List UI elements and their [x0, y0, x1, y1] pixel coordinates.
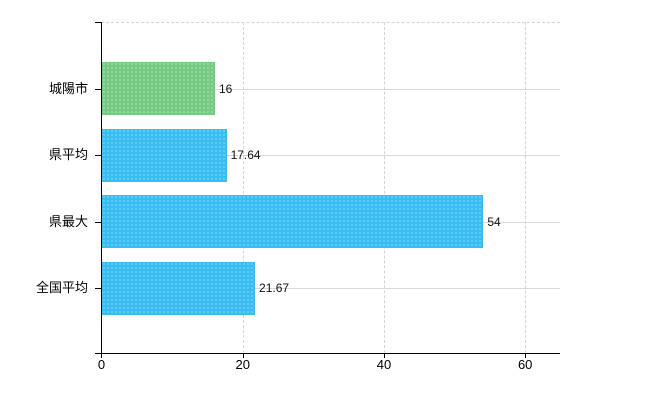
x-tick-label: 60	[517, 357, 533, 372]
x-tick-label: 0	[97, 357, 106, 372]
y-axis-tick	[95, 155, 101, 156]
category-label: 全国平均	[35, 280, 88, 295]
x-gridline	[525, 22, 527, 353]
y-axis-top-tick	[95, 22, 101, 23]
x-tick-label: 40	[376, 357, 392, 372]
x-tick-label: 20	[235, 357, 250, 372]
y-axis	[101, 22, 102, 358]
x-gridline	[242, 22, 244, 353]
bar[interactable]	[102, 62, 215, 115]
x-axis-tick	[242, 353, 244, 358]
bar[interactable]	[102, 195, 484, 248]
plot-top-border	[101, 22, 560, 23]
x-axis-tick	[383, 353, 385, 358]
x-axis-tick	[525, 353, 527, 358]
x-axis	[95, 353, 560, 354]
category-label: 県最大	[48, 213, 88, 229]
value-label: 16	[218, 81, 233, 96]
bar[interactable]	[102, 261, 256, 315]
category-label: 県平均	[48, 147, 88, 162]
category-gridline	[101, 88, 560, 90]
y-axis-tick	[95, 221, 101, 223]
value-label: 21.67	[259, 281, 290, 295]
category-gridline	[101, 288, 560, 289]
value-label: 54	[487, 214, 501, 229]
category-label: 城陽市	[48, 80, 88, 96]
y-axis-tick	[95, 288, 101, 289]
value-label: 17.64	[230, 148, 261, 162]
category-gridline	[101, 155, 560, 156]
x-gridline	[383, 22, 385, 353]
y-axis-tick	[95, 88, 101, 90]
bar[interactable]	[102, 128, 227, 182]
